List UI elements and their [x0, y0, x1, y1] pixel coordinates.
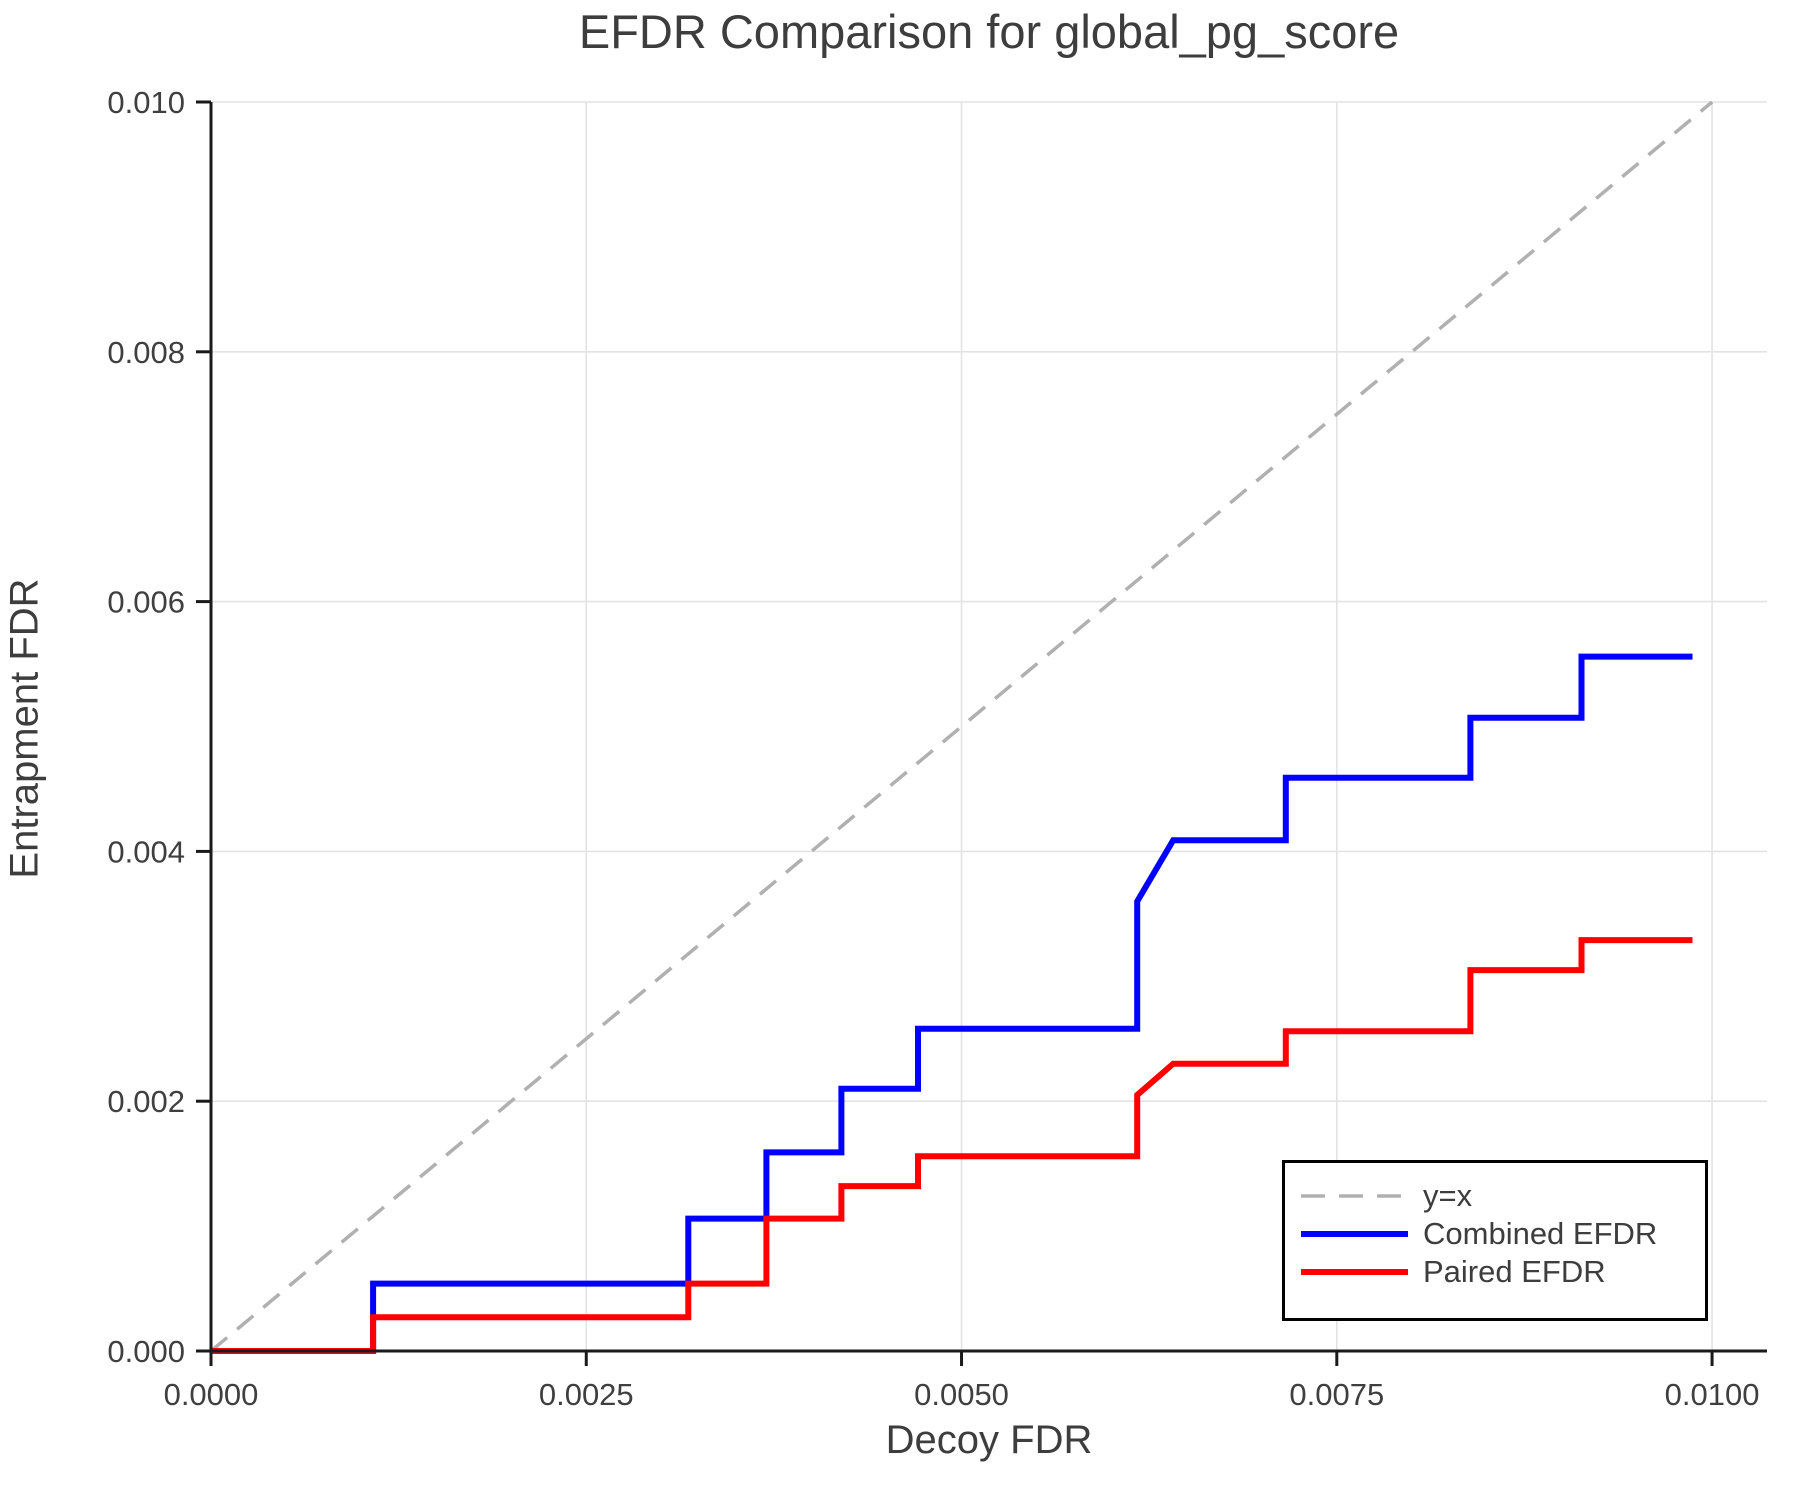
y-axis-label: Entrapment FDR — [2, 578, 47, 879]
x-tick-label: 0.0075 — [1289, 1377, 1384, 1412]
legend-label: Combined EFDR — [1423, 1216, 1658, 1251]
series-line-combined-efdr — [211, 653, 1693, 1354]
y-tick-label: 0.000 — [107, 1334, 185, 1369]
legend-line-sample — [1301, 1269, 1408, 1275]
legend-line-sample — [1301, 1194, 1408, 1198]
y-tick-label: 0.006 — [107, 585, 185, 620]
x-tick-label: 0.0000 — [164, 1377, 259, 1412]
legend-item-y-x: y=x — [1301, 1177, 1705, 1215]
legend: y=x Combined EFDR Paired EFDR — [1282, 1160, 1708, 1321]
x-tick-label: 0.0050 — [914, 1377, 1009, 1412]
y-tick-label: 0.010 — [107, 85, 185, 120]
y-tick-label: 0.008 — [107, 335, 185, 370]
y-tick-label: 0.002 — [107, 1084, 185, 1119]
legend-label: y=x — [1423, 1178, 1473, 1213]
x-tick-label: 0.0025 — [539, 1377, 634, 1412]
legend-item-paired-efdr: Paired EFDR — [1301, 1253, 1705, 1291]
y-tick-label: 0.004 — [107, 834, 185, 869]
series-line-paired-efdr — [211, 937, 1693, 1354]
x-axis-label: Decoy FDR — [885, 1418, 1093, 1462]
x-tick-label: 0.0100 — [1665, 1377, 1760, 1412]
legend-item-combined-efdr: Combined EFDR — [1301, 1215, 1705, 1253]
legend-label: Paired EFDR — [1423, 1254, 1606, 1289]
legend-line-sample — [1301, 1231, 1408, 1237]
series-line-y-x — [209, 100, 1714, 1353]
chart-title: EFDR Comparison for global_pg_score — [578, 5, 1400, 58]
